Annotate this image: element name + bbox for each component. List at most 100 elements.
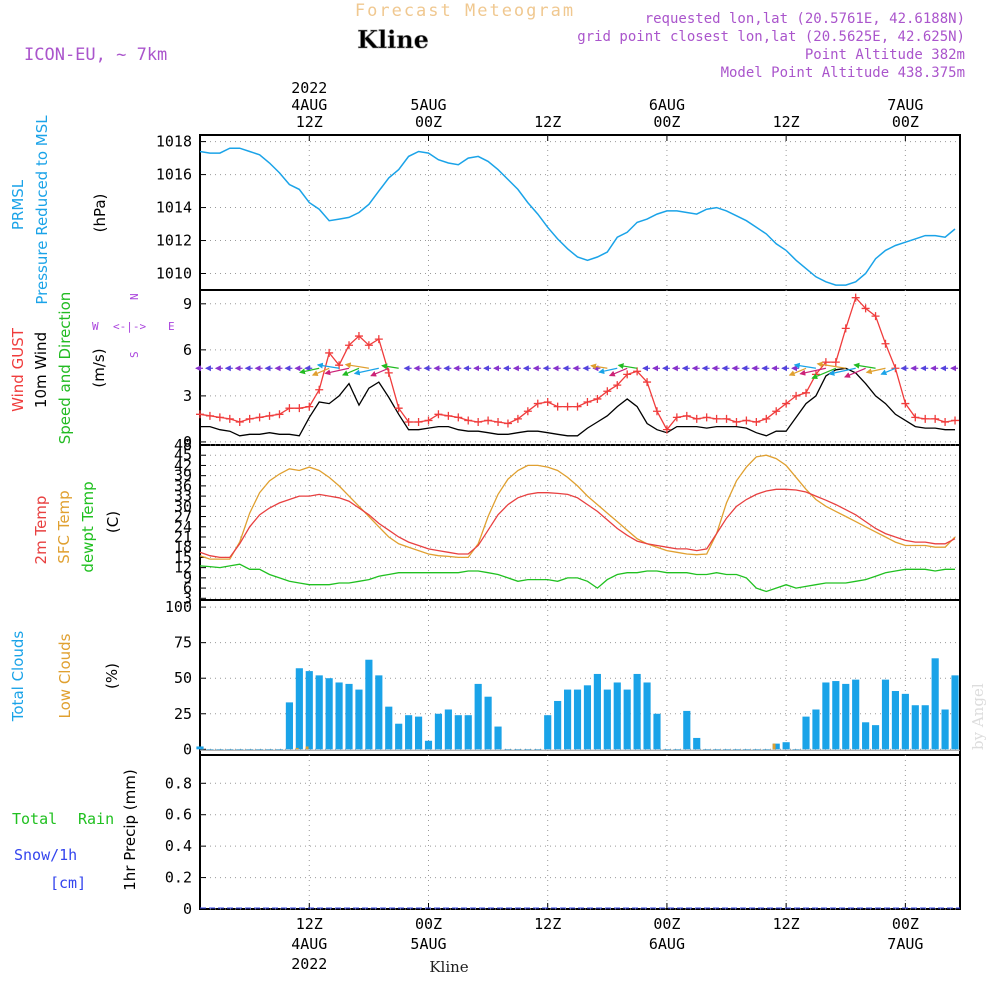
gust-point — [861, 304, 870, 313]
watermark: by Angel — [969, 683, 987, 750]
total-cloud-bar — [901, 693, 909, 750]
cloud-labels: Total Clouds Low Clouds (%) — [9, 631, 121, 723]
gust-point — [394, 404, 403, 413]
y-tick-label: 9 — [183, 295, 192, 313]
wind-labels: Wind GUST 10m Wind Speed and Direction (… — [9, 292, 175, 445]
y-tick-label: 39 — [174, 467, 192, 485]
gust-point — [623, 370, 632, 379]
total-cloud-bar — [832, 681, 840, 750]
total-cloud-bar — [941, 709, 949, 750]
pressure-labels: PRMSL Pressure Reduced to MSL (hPa) — [9, 115, 109, 305]
wind-direction-arrow — [381, 363, 399, 370]
y-tick-label: 45 — [174, 446, 192, 464]
gust-point — [364, 341, 373, 350]
pressure-line — [199, 147, 956, 286]
precip-label-total: Total — [12, 810, 57, 828]
bottom-time-label: 00Z — [653, 915, 680, 933]
total-cloud-bar — [564, 689, 572, 750]
grid-point-coords: grid point closest lon,lat (20.5625E, 42… — [577, 29, 965, 45]
total-cloud-bar — [355, 689, 363, 750]
pressure-label-desc: Pressure Reduced to MSL — [33, 115, 51, 305]
y-tick-label: 42 — [174, 456, 192, 474]
wind-direction-arrow — [324, 367, 350, 376]
requested-coords: requested lon,lat (20.5761E, 42.6188N) — [645, 11, 965, 27]
total-cloud-bar — [464, 715, 472, 750]
gust-point — [732, 417, 741, 426]
temp-labels: 2m Temp SFC Temp dewpt Temp (C) — [32, 481, 122, 572]
gust-point — [424, 416, 433, 425]
total-cloud-bar — [623, 689, 631, 750]
gust-point — [593, 394, 602, 403]
wind-direction-arrow — [816, 361, 846, 369]
gust-point — [533, 399, 542, 408]
temp-label-unit: (C) — [104, 511, 122, 533]
y-tick-label: 75 — [174, 634, 192, 652]
gust-point — [434, 410, 443, 419]
total-cloud-bar — [285, 702, 293, 750]
total-cloud-bar — [345, 683, 353, 750]
compass-e: E — [168, 320, 175, 333]
total-cloud-bar — [494, 726, 502, 750]
gust-point — [911, 413, 920, 422]
gust-point — [384, 368, 393, 377]
total-cloud-bar — [862, 722, 870, 750]
wind-direction-arrow — [811, 367, 837, 380]
y-tick-label: 48 — [174, 436, 192, 454]
chart-title: Forecast Meteogram — [355, 1, 575, 21]
top-time-label: 00Z — [415, 113, 442, 131]
cloud-label-low: Low Clouds — [56, 633, 74, 718]
gust-point — [315, 385, 324, 394]
gust-point — [603, 387, 612, 396]
gust-point — [235, 417, 244, 426]
gust-point — [225, 414, 234, 423]
y-tick-label: 15 — [174, 548, 192, 566]
wind-direction-arrow — [617, 363, 638, 370]
gust-point — [573, 402, 582, 411]
total-cloud-bar — [196, 746, 204, 750]
total-cloud-bar — [414, 716, 423, 750]
total-cloud-bar — [891, 691, 900, 750]
y-tick-label: 1016 — [156, 166, 192, 184]
total-cloud-bar — [474, 683, 482, 750]
top-time-label: 12Z — [773, 113, 800, 131]
low-cloud-bar — [305, 746, 309, 750]
total-cloud-bar — [653, 713, 661, 750]
total-cloud-bar — [444, 709, 452, 750]
y-tick-labels: 1010101210141016101803693691215182124273… — [156, 133, 192, 918]
y-tick-label: 0 — [183, 433, 192, 451]
top-time-label: 00Z — [892, 113, 919, 131]
gust-point — [255, 413, 264, 422]
gust-point — [851, 293, 860, 302]
total-cloud-bar — [434, 713, 443, 750]
y-tick-label: 30 — [174, 497, 192, 515]
y-tick-label: 6 — [183, 579, 192, 597]
gust-point — [752, 417, 761, 426]
total-cloud-bar — [782, 742, 790, 750]
gust-point — [613, 381, 622, 390]
compass-arrows: <-|-> — [113, 320, 146, 333]
wind-direction-arrow — [608, 367, 628, 377]
y-tick-label: 50 — [174, 669, 192, 687]
compass-s: S — [128, 351, 141, 358]
wind-direction-arrow — [341, 367, 360, 376]
gust-point — [374, 335, 383, 344]
total-cloud-bar — [305, 671, 313, 750]
total-cloud-bar — [822, 682, 830, 750]
point-altitude: Point Altitude 382m — [805, 47, 965, 63]
y-tick-label: 0 — [183, 900, 192, 918]
total-cloud-bar — [931, 658, 939, 750]
gust-point — [345, 341, 354, 350]
model-name: ICON-EU, ~ 7km — [24, 45, 167, 65]
total-cloud-bar — [573, 689, 582, 750]
total-cloud-bar — [315, 675, 323, 750]
total-cloud-bar — [335, 682, 343, 750]
total-cloud-bar — [325, 678, 333, 750]
y-tick-label: 36 — [174, 477, 192, 495]
gust-point — [523, 407, 532, 416]
total-cloud-bar — [365, 659, 373, 750]
gust-point — [652, 407, 661, 416]
y-tick-label: 100 — [165, 598, 192, 616]
gust-point — [891, 364, 900, 373]
gust-point — [275, 410, 284, 419]
